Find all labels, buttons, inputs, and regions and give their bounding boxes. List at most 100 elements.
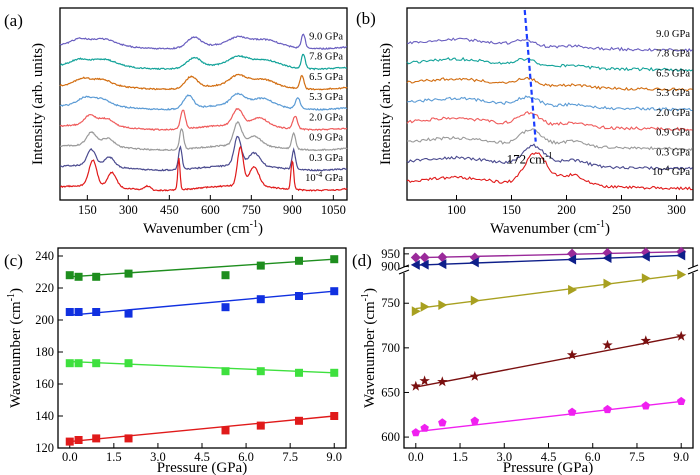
panel-c-data-point: [74, 308, 83, 316]
panel-b-series-label: 6.5 GPa: [656, 68, 690, 79]
panel-a-label: (a): [4, 11, 23, 30]
panel-b-spectrum: [406, 37, 693, 53]
panel-d-data-point: [437, 252, 448, 263]
panel-a-series-label: 6.5 GPa: [309, 72, 343, 83]
panel-d-xlabel: Pressure (GPa): [503, 460, 593, 475]
panel-c-data-point: [330, 368, 339, 377]
panel-c-label: (c): [4, 251, 23, 270]
panel-d-data-point: [567, 254, 577, 265]
panel-c-data-point: [92, 308, 101, 316]
panel-a-xlabel: Wavenumber (cm-1): [143, 219, 263, 237]
panel-c-data-point: [221, 426, 230, 435]
panel-b-frame: [406, 7, 694, 201]
panel-c-data-point: [294, 292, 303, 300]
panel-c-ytick-label: 180: [35, 345, 54, 359]
panel-d-data-point: [676, 330, 687, 341]
panel-a-xtick-label: 900: [283, 203, 302, 217]
panel-d-xtick-label: 0.0: [408, 450, 424, 464]
panel-a-series-label: 2.0 GPa: [309, 112, 343, 123]
panel-d-data-point: [437, 376, 448, 387]
panel-c-xtick-label: 7.5: [282, 450, 298, 464]
panel-b: (b) Intensity (arb. units) Wavenumber (c…: [356, 7, 694, 237]
panel-c-data-point: [124, 309, 133, 318]
panel-d: (d) Wavenumber (cm-1) Pressure (GPa) 0.0…: [352, 246, 699, 475]
panel-d-data-point: [410, 380, 421, 391]
panel-a: (a) Intensity (arb. units) Wavenumber (c…: [4, 7, 348, 237]
panel-c-data-point: [74, 436, 83, 444]
panel-d-data-point: [419, 375, 430, 386]
panel-b-series-label: 7.8 GPa: [656, 49, 690, 60]
panel-b-xlabel: Wavenumber (cm-1): [490, 219, 610, 237]
panel-d-data-point: [410, 259, 420, 270]
panel-b-series-label: 5.3 GPa: [656, 88, 690, 99]
panel-d-data-point: [437, 259, 447, 270]
panel-a-spectrum: [59, 33, 348, 50]
panel-d-axis-break-mark: [398, 269, 410, 275]
panel-d-data-point: [438, 418, 447, 427]
panel-d-ytick-label: 950: [381, 247, 400, 261]
panel-c-data-point: [221, 271, 230, 280]
panel-c-data-point: [256, 261, 265, 270]
panel-d-xtick-label: 1.5: [452, 450, 468, 464]
panel-d-data-point: [677, 269, 687, 280]
panel-b-spectrum: [406, 56, 693, 72]
panel-c-ytick-label: 220: [35, 281, 54, 295]
panel-c-data-point: [330, 287, 339, 296]
panel-b-xtick-label: 150: [502, 203, 521, 217]
panel-d-data-point: [566, 349, 578, 360]
panel-c-data-point: [124, 434, 133, 443]
panel-d-data-point: [470, 295, 480, 306]
panel-d-fit-line: [415, 400, 682, 433]
panel-c-data-point: [124, 269, 133, 278]
panel-c-data-point: [92, 434, 101, 443]
panel-d-data-point: [640, 251, 650, 262]
panel-c-data-point: [65, 271, 74, 280]
panel-d-label: (d): [352, 251, 372, 270]
panel-d-ytick-label: 650: [381, 385, 400, 399]
panel-d-xtick-label: 9.0: [673, 450, 689, 464]
panel-b-xtick-label: 300: [667, 203, 686, 217]
panel-b-trend-line: [523, 9, 537, 142]
panel-c-data-point: [294, 416, 303, 425]
panel-a-spectrum: [59, 92, 348, 111]
panel-d-axis-break-gap: [400, 267, 408, 273]
panel-c: (c) Wavenumber (cm-1) Pressure (GPa) 0.0…: [4, 247, 347, 475]
panel-c-ytick-label: 160: [35, 377, 54, 391]
panel-d-ytick-label: 900: [381, 260, 400, 274]
panel-c-data-point: [74, 272, 83, 281]
panel-d-fit-line: [415, 335, 682, 388]
panel-c-data-point: [65, 308, 74, 316]
panel-a-spectrum: [59, 53, 348, 71]
panel-b-spectrum: [406, 76, 693, 92]
panel-a-ylabel: Intensity (arb. units): [30, 43, 46, 165]
panel-b-xtick-label: 250: [612, 203, 631, 217]
panel-d-axis-break-mark: [398, 264, 410, 270]
panel-b-series-label: 10-4 GPa: [652, 164, 690, 178]
panel-a-series-label: 0.3 GPa: [309, 153, 343, 164]
panel-d-data-point: [676, 396, 686, 405]
panel-d-xtick-label: 3.0: [496, 450, 512, 464]
panel-d-axis-break-mark: [687, 264, 699, 270]
panel-c-fit-line: [69, 415, 335, 443]
panel-d-data-point: [567, 407, 577, 416]
panel-c-data-point: [65, 359, 74, 368]
panel-d-xtick-label: 4.5: [541, 450, 557, 464]
panel-a-series-label: 10-4 GPa: [305, 170, 343, 184]
panel-d-data-point: [411, 306, 421, 317]
panel-b-label: (b): [356, 9, 376, 28]
panel-c-data-point: [330, 412, 339, 420]
panel-c-data-point: [124, 359, 133, 368]
panel-d-data-point: [676, 250, 686, 261]
panel-d-ytick-label: 700: [381, 341, 400, 355]
panel-d-fit-line: [415, 254, 682, 266]
panel-d-data-point: [641, 401, 651, 410]
panel-c-xlabel: Pressure (GPa): [157, 460, 247, 475]
panel-d-data-point: [419, 252, 430, 263]
panel-a-xtick-label: 300: [119, 203, 138, 217]
panel-c-xtick-label: 6.0: [238, 450, 254, 464]
panel-c-data-point: [65, 437, 74, 446]
panel-c-xtick-label: 9.0: [326, 450, 342, 464]
panel-c-data-point: [256, 421, 265, 430]
panel-d-data-point: [470, 416, 480, 425]
panel-d-data-point: [602, 247, 613, 258]
